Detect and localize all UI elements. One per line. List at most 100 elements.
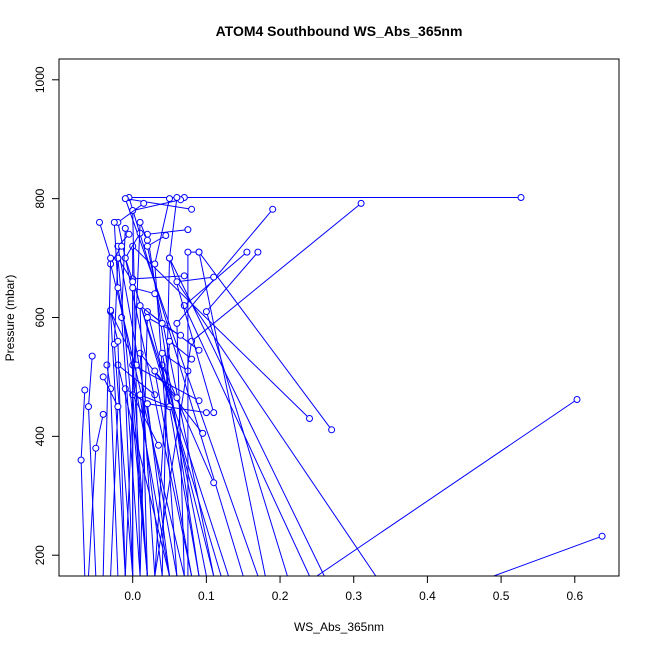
data-point <box>114 403 122 411</box>
series-50 <box>143 400 210 576</box>
y-tick-label: 800 <box>33 188 47 208</box>
data-point <box>121 224 129 232</box>
data-point <box>166 337 173 345</box>
data-point <box>173 394 181 402</box>
data-point <box>517 194 525 201</box>
x-tick-label: 0.4 <box>419 589 436 603</box>
series-line <box>316 399 578 576</box>
data-point <box>202 409 210 417</box>
data-point <box>173 278 181 286</box>
series-line <box>99 222 112 576</box>
data-point <box>129 284 137 292</box>
series-40 <box>85 352 97 576</box>
x-axis-label: WS_Abs_365nm <box>294 620 384 634</box>
x-tick-label: 0.3 <box>345 589 362 603</box>
series-20 <box>161 194 181 576</box>
series-line <box>183 251 310 576</box>
series-layer <box>77 194 606 576</box>
y-axis-label: Pressure (mbar) <box>3 275 17 362</box>
series-42 <box>136 391 173 576</box>
data-point <box>96 218 103 226</box>
x-tick-label: 0.5 <box>493 589 510 603</box>
series-line <box>205 251 288 576</box>
data-point <box>129 278 137 286</box>
data-point <box>151 260 159 268</box>
x-tick-label: 0.1 <box>198 589 215 603</box>
series-17 <box>121 195 259 576</box>
y-tick-label: 200 <box>33 545 47 565</box>
series-39 <box>88 410 107 576</box>
data-point <box>151 290 159 298</box>
data-point <box>121 385 129 393</box>
data-point <box>114 337 122 345</box>
data-point <box>210 409 218 417</box>
data-point <box>143 236 151 244</box>
data-point <box>151 391 159 399</box>
data-point <box>121 195 129 203</box>
chart-title: ATOM4 Southbound WS_Abs_365nm <box>216 23 463 39</box>
data-point <box>114 284 122 292</box>
y-tick-label: 600 <box>33 307 47 327</box>
data-point <box>99 373 107 381</box>
data-point <box>162 232 170 239</box>
data-point <box>184 248 192 256</box>
data-point <box>136 302 144 310</box>
y-tick-label: 1000 <box>33 66 47 93</box>
x-tick-label: 0.0 <box>124 589 141 603</box>
series-38 <box>96 218 115 576</box>
data-point <box>118 242 126 250</box>
data-point <box>199 429 207 437</box>
data-point <box>107 254 115 262</box>
x-tick-label: 0.2 <box>272 589 289 603</box>
data-point <box>143 314 151 321</box>
series-line <box>88 414 104 576</box>
plot-frame <box>58 58 620 577</box>
data-point <box>143 242 151 250</box>
series-41 <box>77 386 89 576</box>
series-49 <box>124 218 151 576</box>
data-point <box>573 396 581 403</box>
data-point <box>136 349 144 357</box>
data-point <box>243 248 251 256</box>
series-line <box>128 197 521 576</box>
series-48 <box>129 284 159 576</box>
data-point <box>158 349 166 357</box>
data-point <box>92 444 100 452</box>
data-point <box>140 199 148 207</box>
data-point <box>306 415 313 422</box>
data-point <box>77 456 85 464</box>
data-point <box>155 441 162 449</box>
series-18 <box>143 226 200 576</box>
series-2 <box>316 396 581 576</box>
data-point <box>180 272 188 280</box>
series-1 <box>235 532 606 576</box>
series-34 <box>110 218 170 576</box>
data-point <box>110 218 118 226</box>
data-point <box>254 248 262 256</box>
series-line <box>198 251 333 576</box>
data-point <box>195 248 203 256</box>
data-point <box>210 479 218 487</box>
data-point <box>188 205 196 213</box>
y-tick-label: 400 <box>33 426 47 446</box>
data-point <box>81 386 89 394</box>
series-line <box>154 203 362 576</box>
data-point <box>121 254 129 262</box>
series-4 <box>154 199 365 576</box>
data-point <box>210 273 218 281</box>
data-point <box>598 532 606 540</box>
data-point <box>173 194 181 201</box>
data-point <box>136 218 144 226</box>
data-point <box>202 308 210 316</box>
x-axis: 0.0 0.1 0.2 0.3 0.4 0.5 0.6 <box>124 576 583 603</box>
data-point <box>188 355 196 363</box>
data-point <box>269 205 277 213</box>
series-46 <box>139 314 185 576</box>
series-line <box>117 202 193 576</box>
data-point <box>103 361 111 369</box>
x-tick-label: 0.6 <box>566 589 583 603</box>
data-point <box>88 352 96 360</box>
data-point <box>85 403 92 411</box>
data-point <box>328 426 336 434</box>
